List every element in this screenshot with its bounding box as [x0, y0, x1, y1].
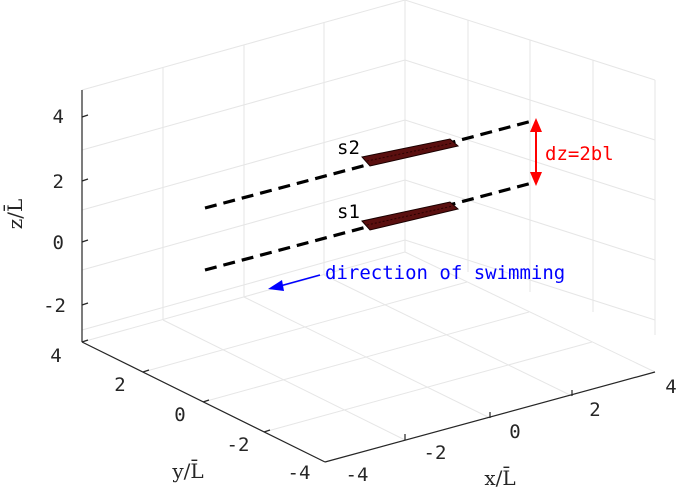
- x-tick-label: 4: [665, 376, 676, 398]
- y-tick-label: -4: [288, 462, 311, 484]
- y-axis-label: y/L̄: [171, 458, 203, 483]
- z-tick-label: 0: [53, 232, 64, 254]
- z-tick-label: 4: [53, 106, 64, 128]
- tick-marks: [81, 114, 573, 440]
- s2-label: s2: [337, 137, 360, 159]
- direction-label: direction of swimming: [325, 262, 565, 284]
- swimmer-s2: [361, 138, 460, 167]
- grid: [81, 0, 656, 463]
- x-axis-label: x/L̄: [484, 465, 515, 490]
- x-tick-label: 2: [589, 399, 600, 421]
- z-tick-label: -2: [43, 295, 66, 317]
- swim-paths: [204, 119, 533, 272]
- direction-arrow: [268, 274, 321, 291]
- z-axis-label: z/L̄: [2, 199, 27, 230]
- x-tick-label: -2: [424, 442, 447, 464]
- x-tick-label: -4: [346, 464, 369, 486]
- z-tick-label: 2: [53, 171, 64, 193]
- x-tick-label: 0: [509, 421, 520, 443]
- separation-label: dz=2bl: [545, 143, 614, 165]
- swimmer-s1: [361, 201, 460, 231]
- y-tick-label: 4: [50, 345, 61, 367]
- y-tick-label: 2: [114, 374, 125, 396]
- y-tick-label: -2: [227, 434, 250, 456]
- separation-arrow: [530, 118, 542, 186]
- s1-label: s1: [337, 201, 360, 223]
- y-tick-label: 0: [174, 404, 185, 426]
